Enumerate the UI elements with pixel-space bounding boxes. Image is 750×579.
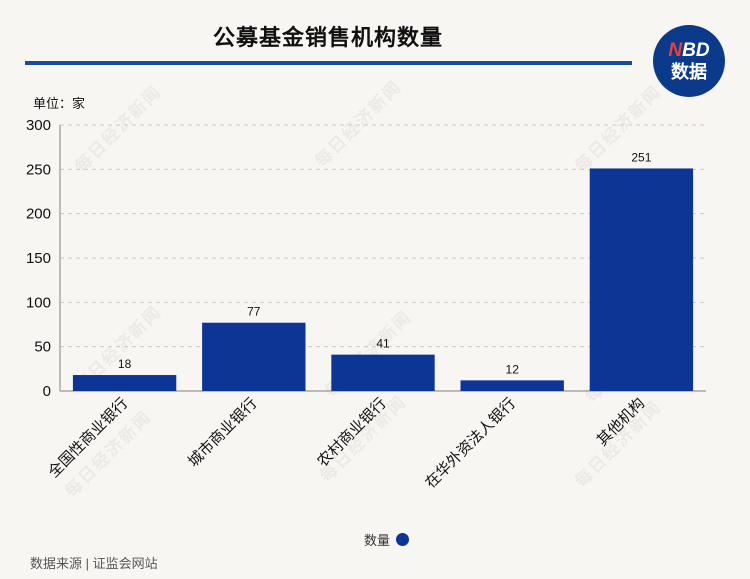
- x-tick-label: 城市商业银行: [185, 395, 261, 471]
- y-tick-label: 250: [26, 161, 51, 178]
- bar: [202, 322, 306, 391]
- nbd-logo: NBD 数据: [653, 25, 725, 97]
- title-underline: [25, 61, 632, 65]
- bar: [460, 380, 564, 391]
- logo-top-text: NBD: [668, 41, 709, 60]
- x-tick-label: 在华外资法人银行: [422, 395, 519, 492]
- bar: [331, 354, 435, 391]
- x-tick-label: 农村商业银行: [314, 395, 390, 471]
- unit-label: 单位：家: [33, 96, 86, 111]
- y-tick-label: 200: [26, 206, 51, 223]
- y-tick-label: 150: [26, 250, 51, 267]
- bar: [72, 375, 177, 391]
- data-label: 251: [631, 150, 651, 164]
- data-label: 41: [376, 337, 390, 351]
- x-tick-label: 全国性商业银行: [44, 394, 131, 481]
- legend-swatch: [396, 533, 410, 546]
- logo-bottom-text: 数据: [671, 62, 707, 82]
- legend-label: 数量: [364, 533, 391, 548]
- data-label: 18: [118, 357, 132, 371]
- logo-letter-accent: N: [668, 40, 683, 61]
- y-tick-label: 50: [34, 339, 51, 356]
- data-label: 12: [506, 362, 520, 376]
- data-label: 77: [247, 305, 261, 319]
- x-tick-label: 其他机构: [594, 395, 648, 449]
- y-tick-label: 300: [26, 117, 51, 134]
- y-tick-label: 100: [26, 294, 51, 311]
- legend: 数量: [364, 530, 410, 549]
- logo-letters: BD: [682, 40, 710, 61]
- chart-title: 公募基金销售机构数量: [212, 25, 443, 50]
- bar: [589, 168, 694, 391]
- y-tick-label: 0: [43, 383, 51, 400]
- source-note: 数据来源 | 证监会网站: [30, 556, 158, 571]
